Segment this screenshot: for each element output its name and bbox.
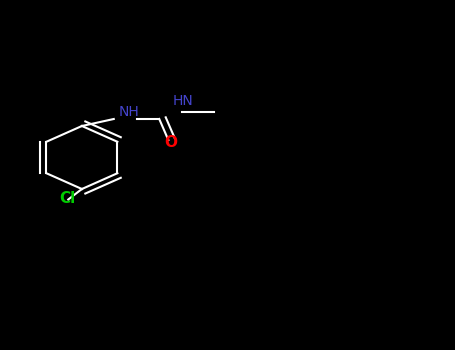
Text: NH: NH: [118, 105, 139, 119]
Text: Cl: Cl: [59, 191, 76, 206]
Text: O: O: [164, 135, 177, 150]
Text: HN: HN: [173, 94, 194, 108]
